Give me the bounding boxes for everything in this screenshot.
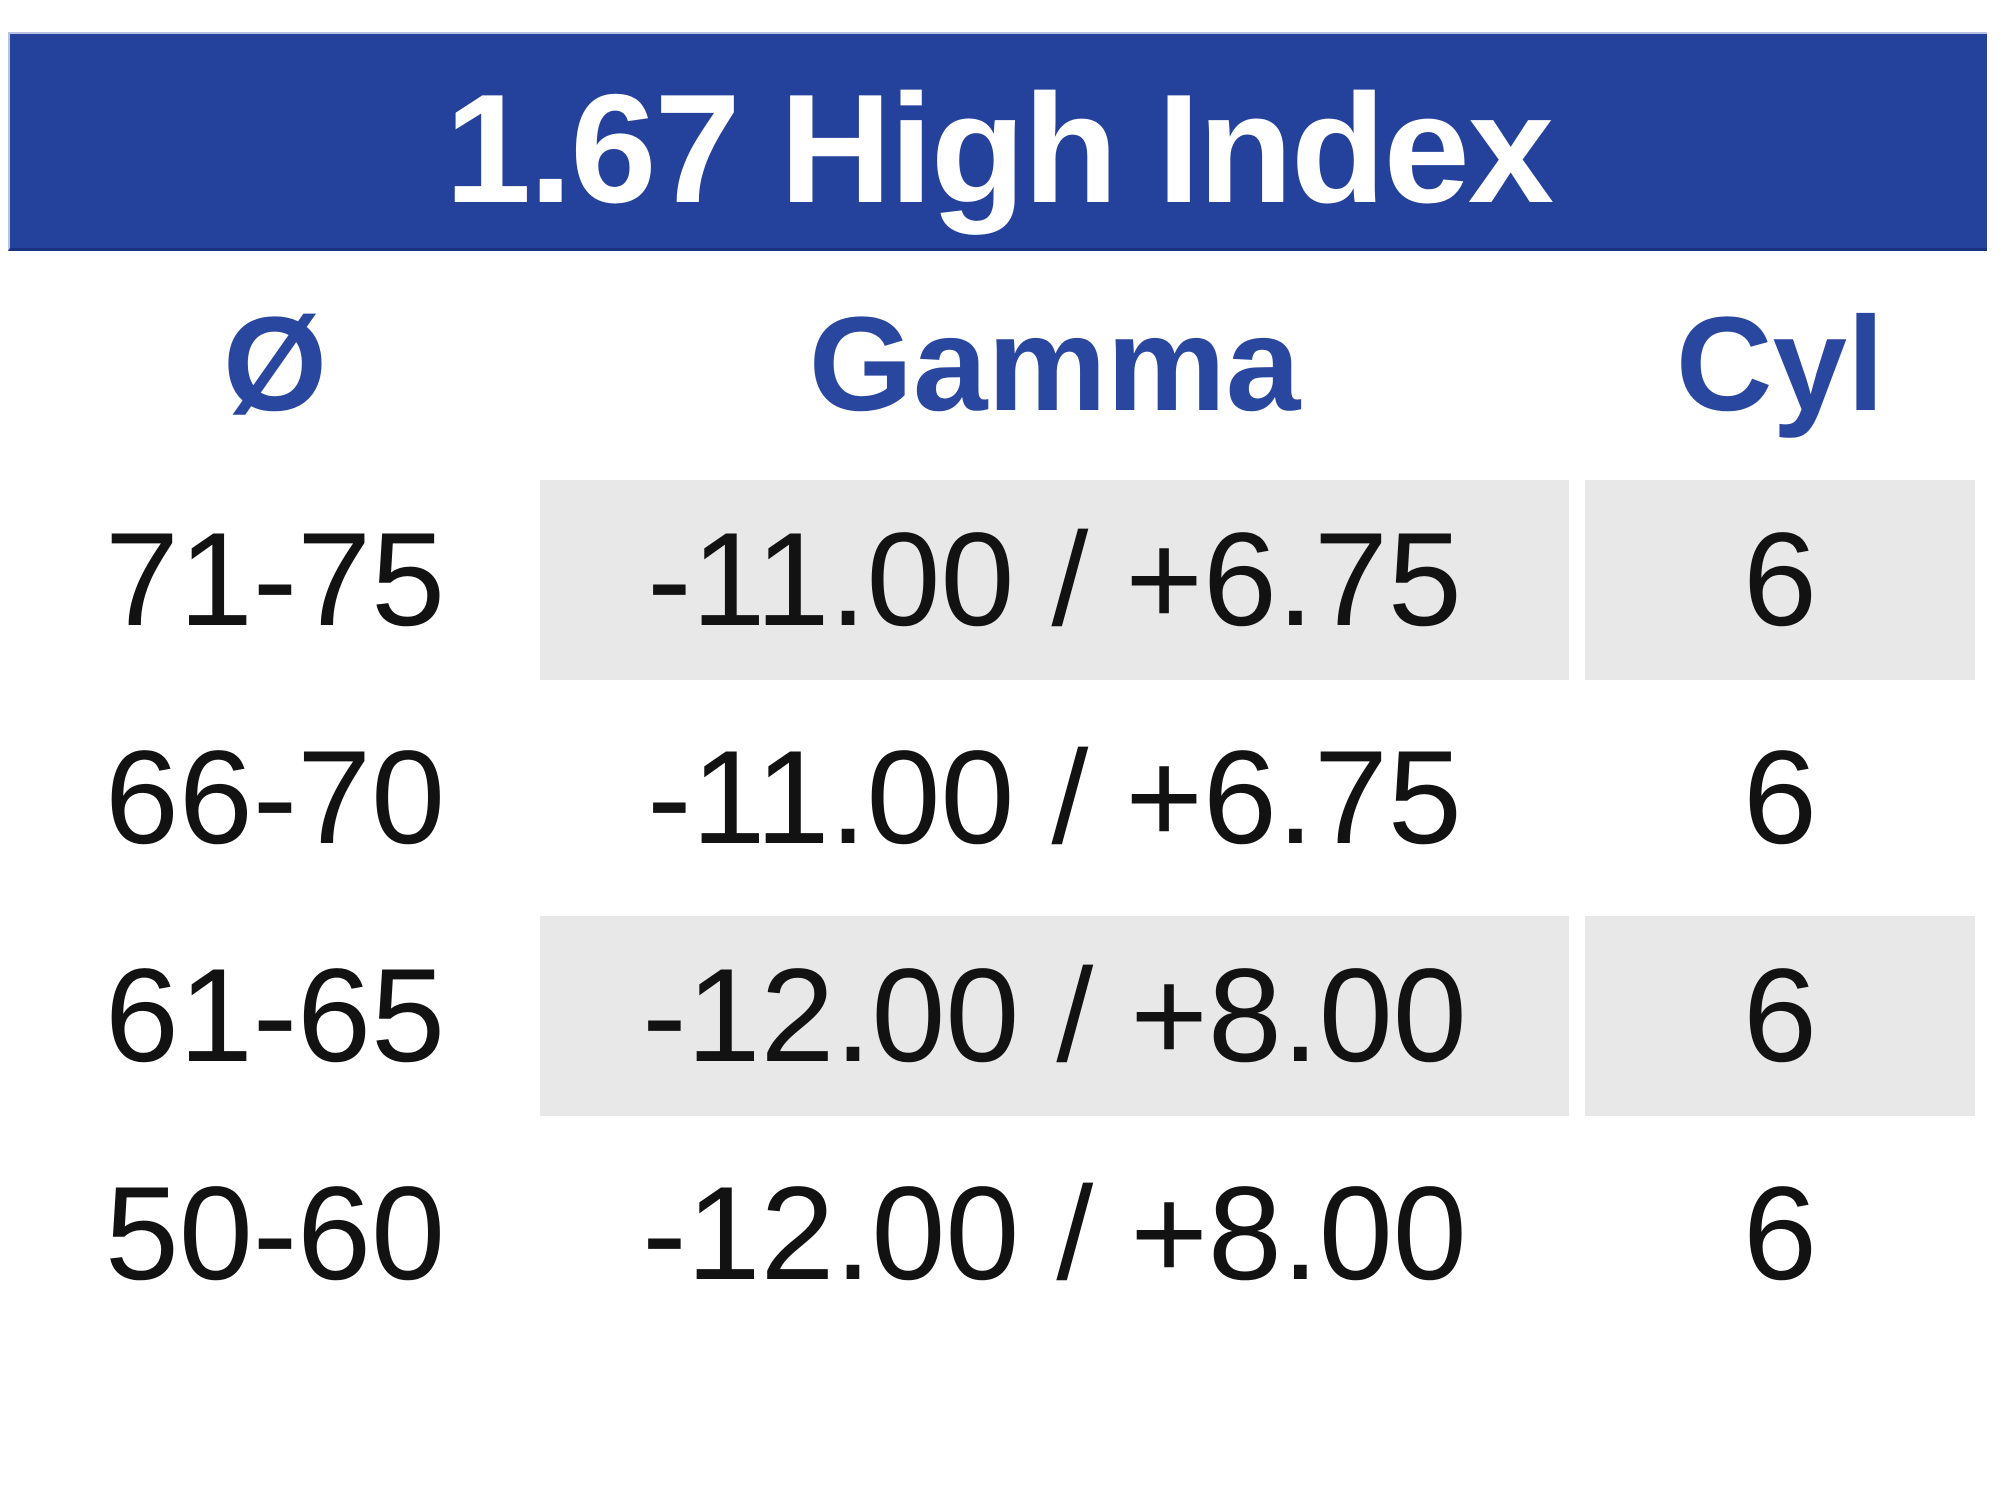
cell-gamma: -12.00 / +8.00 (642, 1159, 1467, 1308)
cell-gamma: -11.00 / +6.75 (540, 480, 1569, 680)
cell-diameter: 66-70 (104, 723, 446, 872)
cell-diameter: 71-75 (104, 505, 446, 654)
cell-diameter: 50-60 (104, 1159, 446, 1308)
cell-gamma: -12.00 / +8.00 (540, 916, 1569, 1116)
cell-cyl: 6 (1585, 480, 1975, 680)
cell-diameter: 61-65 (104, 941, 446, 1090)
page-title: 1.67 High Index (445, 61, 1554, 235)
table-row: 71-75 -11.00 / +6.75 6 (0, 480, 2000, 680)
col-header-cyl: Cyl (1675, 290, 1885, 439)
title-bar: 1.67 High Index (8, 32, 1987, 251)
col-header-diameter: Ø (222, 290, 328, 439)
table-row: 61-65 -12.00 / +8.00 6 (0, 916, 2000, 1116)
table-row: 50-60 -12.00 / +8.00 6 (0, 1134, 2000, 1334)
cell-gamma: -11.00 / +6.75 (647, 723, 1462, 872)
col-header-gamma: Gamma (808, 290, 1301, 439)
table-row: 66-70 -11.00 / +6.75 6 (0, 698, 2000, 898)
cell-cyl: 6 (1585, 916, 1975, 1116)
column-header-row: Ø Gamma Cyl (0, 270, 2000, 460)
cell-cyl: 6 (1743, 723, 1817, 872)
cell-cyl: 6 (1743, 1159, 1817, 1308)
